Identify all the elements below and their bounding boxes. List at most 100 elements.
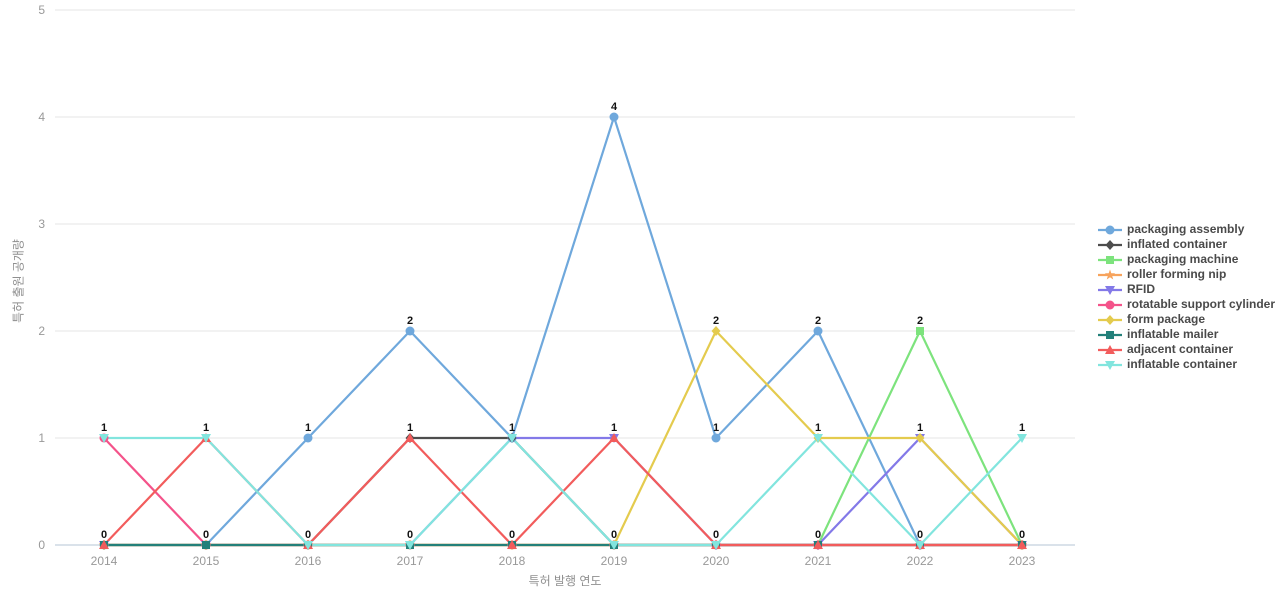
value-label-2020-0: 0 — [713, 529, 719, 541]
legend-label-inflatable-container: inflatable container — [1127, 357, 1238, 371]
rotatable-support-cylinder-legend-marker-icon — [1098, 300, 1122, 309]
data-point-adjacent-container-2017 — [405, 433, 415, 442]
legend-item-packaging-assembly[interactable]: packaging assembly — [1097, 222, 1275, 237]
data-point-packaging-machine-2022 — [916, 327, 924, 335]
data-point-form-package-2020 — [711, 326, 721, 336]
legend-item-rotatable-support-cylinder[interactable]: rotatable support cylinder — [1097, 297, 1275, 312]
legend-label-inflatable-mailer: inflatable mailer — [1127, 327, 1219, 341]
value-label-2023-1: 1 — [1019, 422, 1025, 434]
packaging-machine-legend-marker-icon — [1098, 255, 1122, 264]
legend-label-roller-forming-nip: roller forming nip — [1127, 267, 1227, 281]
x-tick-label-2015: 2015 — [193, 554, 220, 568]
legend-item-rfid[interactable]: RFID — [1097, 282, 1275, 297]
x-tick-label-2022: 2022 — [907, 554, 934, 568]
data-point-inflatable-container-2020 — [711, 541, 721, 550]
x-tick-label-2014: 2014 — [91, 554, 118, 568]
value-label-2022-1: 1 — [917, 422, 923, 434]
packaging-assembly-legend-marker-icon — [1098, 225, 1122, 234]
legend-item-roller-forming-nip[interactable]: roller forming nip — [1097, 267, 1275, 282]
legend-item-adjacent-container[interactable]: adjacent container — [1097, 342, 1275, 357]
x-axis-title: 특허 발행 연도 — [528, 574, 602, 588]
value-label-2021-1: 1 — [815, 422, 821, 434]
legend-item-form-package[interactable]: form package — [1097, 312, 1275, 327]
value-label-2018-0: 0 — [509, 529, 515, 541]
data-point-inflatable-container-2017 — [405, 541, 415, 550]
inflated-container-legend-marker-icon — [1098, 239, 1122, 250]
value-label-2018-1: 1 — [509, 422, 515, 434]
x-tick-label-2019: 2019 — [601, 554, 628, 568]
y-tick-label-5: 5 — [38, 3, 45, 17]
data-point-inflatable-container-2022 — [915, 541, 925, 550]
y-axis-title: 특허 출원 공개량 — [11, 239, 26, 323]
x-tick-label-2017: 2017 — [397, 554, 424, 568]
legend: packaging assembly inflated container pack… — [1097, 222, 1275, 372]
legend-marker-inflatable-mailer — [1106, 330, 1114, 339]
value-label-2021-2: 2 — [815, 315, 821, 327]
data-point-form-package-2022 — [915, 433, 925, 443]
legend-marker-rfid — [1105, 285, 1115, 295]
x-tick-label-2021: 2021 — [805, 554, 832, 568]
legend-label-rfid: RFID — [1127, 282, 1155, 296]
roller-forming-nip-legend-marker-icon — [1098, 269, 1122, 279]
value-label-2023-0: 0 — [1019, 529, 1025, 541]
legend-marker-roller-forming-nip — [1104, 269, 1116, 279]
legend-marker-inflated-container — [1105, 239, 1115, 250]
value-label-2019-4: 4 — [611, 101, 618, 113]
x-tick-label-2016: 2016 — [295, 554, 322, 568]
value-label-2019-1: 1 — [611, 422, 617, 434]
rfid-legend-marker-icon — [1098, 285, 1122, 295]
legend-label-form-package: form package — [1127, 312, 1206, 326]
data-point-inflatable-container-2016 — [303, 541, 313, 550]
data-point-inflatable-container-2018 — [507, 434, 517, 443]
y-tick-label-1: 1 — [38, 431, 45, 445]
value-label-2017-1: 1 — [407, 422, 413, 434]
value-label-2017-2: 2 — [407, 315, 413, 327]
value-label-2017-0: 0 — [407, 529, 413, 541]
data-point-inflatable-container-2021 — [813, 434, 823, 443]
data-point-adjacent-container-2018 — [507, 540, 517, 549]
legend-marker-form-package — [1105, 314, 1115, 325]
legend-marker-rotatable-support-cylinder — [1105, 300, 1115, 309]
value-label-2021-0: 0 — [815, 529, 821, 541]
legend-item-inflated-container[interactable]: inflated container — [1097, 237, 1275, 252]
data-point-adjacent-container-2014 — [99, 540, 109, 549]
value-label-2015-1: 1 — [203, 422, 209, 434]
value-label-2014-1: 1 — [101, 422, 107, 434]
data-point-packaging-assembly-2021 — [813, 326, 823, 336]
legend-marker-packaging-assembly — [1105, 225, 1115, 234]
legend-marker-adjacent-container — [1105, 344, 1115, 354]
value-label-2015-0: 0 — [203, 529, 209, 541]
data-point-packaging-assembly-2020 — [711, 433, 721, 443]
y-tick-label-2: 2 — [38, 324, 45, 338]
data-point-packaging-assembly-2016 — [303, 433, 313, 443]
legend-label-adjacent-container: adjacent container — [1127, 342, 1234, 356]
value-label-2016-0: 0 — [305, 529, 311, 541]
value-label-2022-0: 0 — [917, 529, 923, 541]
legend-marker-packaging-machine — [1106, 255, 1114, 264]
data-point-packaging-assembly-2017 — [405, 326, 415, 336]
data-point-inflatable-container-2015 — [201, 434, 211, 443]
value-label-2016-1: 1 — [305, 422, 311, 434]
value-label-2019-0: 0 — [611, 529, 617, 541]
form-package-legend-marker-icon — [1098, 314, 1122, 325]
y-tick-label-3: 3 — [38, 217, 45, 231]
legend-label-packaging-machine: packaging machine — [1127, 252, 1239, 266]
value-label-2014-0: 0 — [101, 529, 107, 541]
inflatable-container-legend-marker-icon — [1098, 360, 1122, 370]
inflatable-mailer-legend-marker-icon — [1098, 330, 1122, 339]
legend-item-inflatable-mailer[interactable]: inflatable mailer — [1097, 327, 1275, 342]
legend-label-inflated-container: inflated container — [1127, 237, 1228, 251]
value-label-2020-1: 1 — [713, 422, 719, 434]
data-point-inflatable-container-2023 — [1017, 434, 1027, 443]
data-point-adjacent-container-2021 — [813, 540, 823, 549]
x-tick-label-2020: 2020 — [703, 554, 730, 568]
series-line-inflatable-container — [102, 436, 1024, 547]
legend-item-inflatable-container[interactable]: inflatable container — [1097, 357, 1275, 372]
data-point-inflatable-container-2019 — [609, 541, 619, 550]
legend-marker-inflatable-container — [1105, 360, 1115, 370]
x-tick-label-2023: 2023 — [1009, 554, 1036, 568]
legend-label-rotatable-support-cylinder: rotatable support cylinder — [1127, 297, 1276, 311]
legend-item-packaging-machine[interactable]: packaging machine — [1097, 252, 1275, 267]
